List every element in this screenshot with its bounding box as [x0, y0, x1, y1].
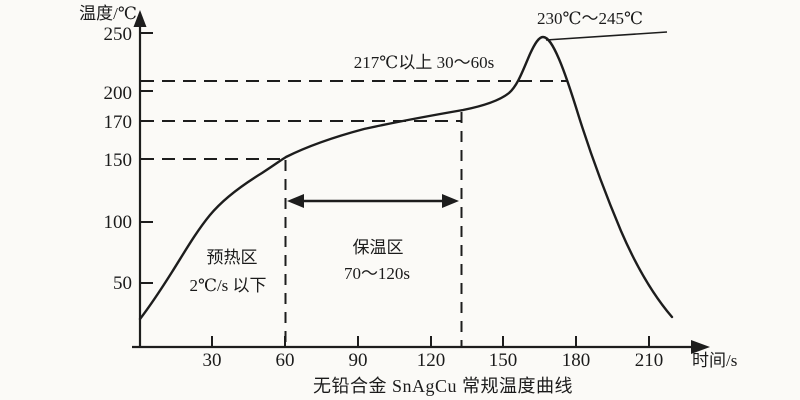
temperature-curve	[138, 35, 674, 321]
x-axis-ticks	[211, 336, 650, 347]
annotation-soak-duration: 70～120s	[344, 264, 410, 283]
annotation-above-217: 217℃以上 30～60s	[354, 53, 494, 72]
x-tick-label-120: 120	[417, 350, 446, 371]
x-tick-label-210: 210	[635, 350, 664, 371]
y-axis-title: 温度/℃	[79, 4, 137, 23]
y-tick-label-200: 200	[104, 83, 133, 104]
chart-caption: 无铅合金 SnAgCu 常规温度曲线	[313, 376, 573, 396]
y-tick-label-170: 170	[104, 112, 133, 133]
x-axis-title: 时间/s	[692, 351, 737, 370]
x-tick-label-90: 90	[349, 350, 368, 371]
x-tick-label-60: 60	[276, 350, 295, 371]
y-tick-label-250: 250	[104, 24, 133, 45]
annotation-preheat-rate: 2℃/s 以下	[189, 276, 266, 295]
annotation-preheat-zone: 预热区	[207, 248, 258, 267]
y-tick-label-50: 50	[113, 273, 132, 294]
x-axis-arrowhead-icon	[691, 340, 710, 354]
y-tick-label-100: 100	[104, 212, 133, 233]
arrow-left-head-icon	[287, 194, 304, 208]
soak-zone-arrow	[287, 194, 459, 208]
x-tick-label-30: 30	[203, 350, 222, 371]
y-axis-arrowhead-icon	[133, 10, 147, 27]
x-tick-label-180: 180	[562, 350, 591, 371]
arrow-right-head-icon	[442, 194, 459, 208]
y-tick-label-150: 150	[104, 150, 133, 171]
x-tick-label-150: 150	[489, 350, 518, 371]
annotation-soak-zone: 保温区	[353, 238, 404, 257]
peak-leader-line	[545, 31, 668, 41]
annotation-peak-range: 230℃～245℃	[537, 9, 643, 28]
